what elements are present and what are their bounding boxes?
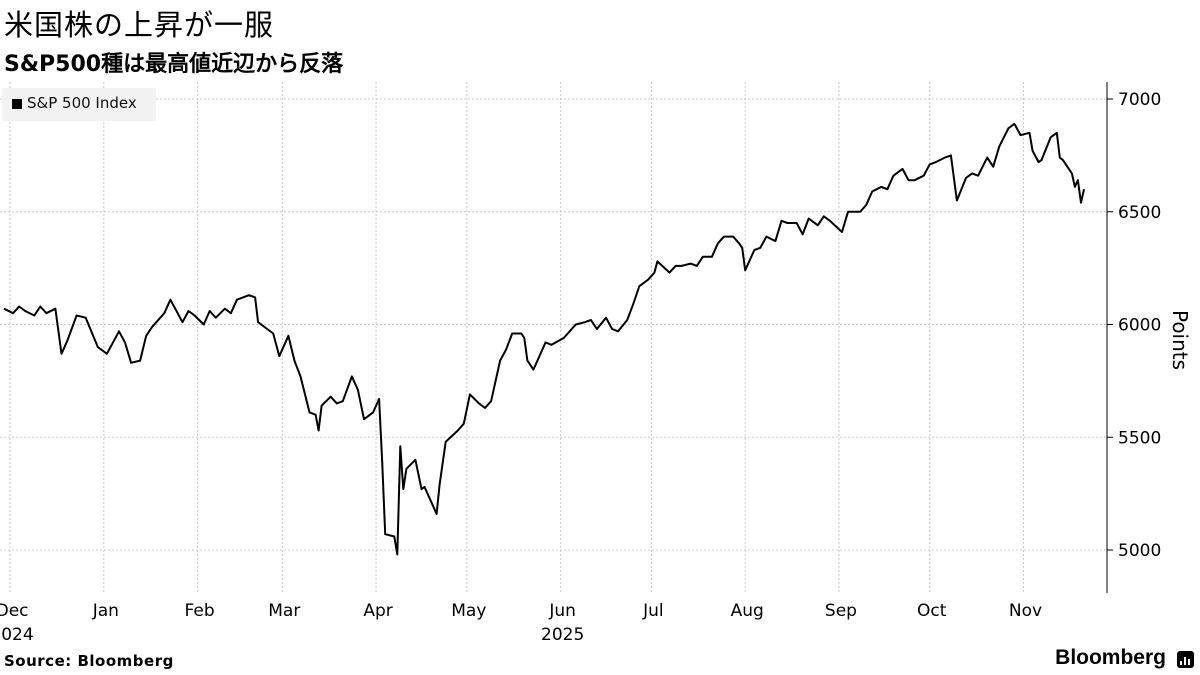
y-tick-label: 6000 <box>1118 316 1161 336</box>
chart-title: 米国株の上昇が一服 <box>4 8 275 42</box>
series-line-sp500 <box>3 122 1085 556</box>
x-tick-label: Dec <box>0 601 29 621</box>
x-tick-label: Sep <box>825 601 857 621</box>
axis-labels: 5000 5500 6000 6500 7000 Dec 2024 Jan Feb Mar Apr M… <box>0 90 1192 645</box>
x-tick-label: May <box>451 601 486 621</box>
bloomberg-terminal-icon <box>1177 651 1194 668</box>
x-tick-label: Mar <box>268 601 300 621</box>
x-tick-label: Jan <box>92 601 119 621</box>
axes <box>1106 82 1113 593</box>
source-note: Source: Bloomberg <box>4 652 174 670</box>
x-tick-label: Jun <box>548 601 576 621</box>
x-tick-label: Oct <box>917 601 947 621</box>
legend: S&P 500 Index <box>2 88 156 121</box>
chart-subtitle: S&P500種は最高値近辺から反落 <box>4 52 344 77</box>
x-year-label: 2025 <box>541 625 584 645</box>
legend-label: S&P 500 Index <box>27 94 137 112</box>
x-year-label: 2024 <box>0 625 34 645</box>
series-group <box>3 122 1085 556</box>
grid-lines <box>0 82 1107 593</box>
y-tick-label: 6500 <box>1118 203 1161 223</box>
x-tick-label: Jul <box>642 601 664 621</box>
brand-logo-text: Bloomberg <box>1055 646 1166 669</box>
legend-swatch <box>12 99 22 109</box>
x-tick-label: Nov <box>1009 601 1042 621</box>
x-tick-label: Feb <box>185 601 215 621</box>
y-axis-title: Points <box>1168 310 1192 370</box>
y-tick-label: 5500 <box>1118 428 1161 448</box>
y-tick-label: 7000 <box>1118 90 1161 110</box>
y-tick-label: 5000 <box>1118 541 1161 561</box>
x-tick-label: Aug <box>731 601 764 621</box>
x-tick-label: Apr <box>363 601 392 621</box>
